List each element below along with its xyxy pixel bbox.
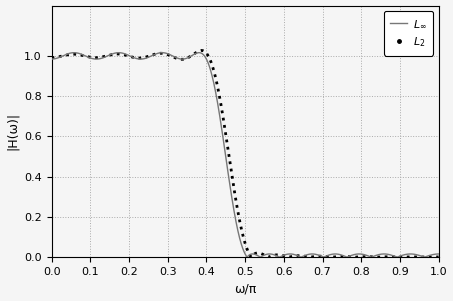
Y-axis label: |H(ω)|: |H(ω)| bbox=[5, 112, 19, 150]
Legend: $L_{\infty}$, $L_2$: $L_{\infty}$, $L_2$ bbox=[384, 11, 433, 56]
X-axis label: ω/π: ω/π bbox=[234, 282, 256, 296]
